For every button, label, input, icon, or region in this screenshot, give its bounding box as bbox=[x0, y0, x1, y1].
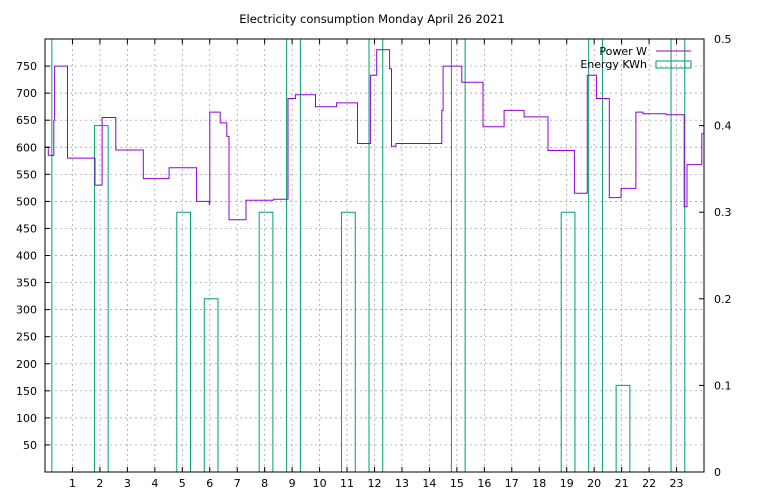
legend-energy-label: Energy KWh bbox=[580, 58, 647, 71]
tick-label-layer: 1 2 3 4 5 6 7 8 9 10 11 12 13 14 15 16 17 18 19 20 21 22 23501… bbox=[16, 33, 732, 490]
x-tick-label: 23 bbox=[670, 477, 684, 490]
x-tick-label: 22 bbox=[642, 477, 656, 490]
y2-tick-label: 0 bbox=[714, 466, 721, 479]
x-tick-label: 8 bbox=[261, 477, 268, 490]
y-tick-label: 600 bbox=[16, 141, 37, 154]
energy-bar bbox=[450, 38, 466, 472]
x-tick-label: 16 bbox=[477, 477, 491, 490]
y-tick-label: 700 bbox=[16, 87, 37, 100]
x-tick-label: 21 bbox=[615, 477, 629, 490]
chart-title: Electricity consumption Monday April 26 … bbox=[239, 12, 504, 26]
x-tick-label: 14 bbox=[422, 477, 436, 490]
x-tick-label: 17 bbox=[505, 477, 519, 490]
x-tick-label: 4 bbox=[151, 477, 158, 490]
x-tick-label: 5 bbox=[179, 477, 186, 490]
y-tick-label: 400 bbox=[16, 250, 37, 263]
x-tick-label: 10 bbox=[313, 477, 327, 490]
x-tick-label: 2 bbox=[96, 477, 103, 490]
y2-tick-label: 0.1 bbox=[714, 379, 732, 392]
x-tick-label: 6 bbox=[206, 477, 213, 490]
y-tick-label: 550 bbox=[16, 168, 37, 181]
x-tick-label: 3 bbox=[124, 477, 131, 490]
y-tick-label: 300 bbox=[16, 304, 37, 317]
legend-power-label: Power W bbox=[599, 45, 647, 58]
energy-bar bbox=[341, 211, 356, 472]
energy-bar bbox=[615, 384, 631, 472]
power-series-layer bbox=[45, 49, 705, 221]
y2-tick-label: 0.4 bbox=[714, 120, 732, 133]
y-tick-label: 150 bbox=[16, 385, 37, 398]
x-tick-label: 13 bbox=[395, 477, 409, 490]
y2-tick-label: 0.2 bbox=[714, 293, 732, 306]
power-step-line bbox=[45, 49, 705, 221]
x-tick-label: 18 bbox=[532, 477, 546, 490]
x-tick-label: 15 bbox=[450, 477, 464, 490]
energy-bar bbox=[560, 211, 576, 472]
energy-bar bbox=[258, 211, 274, 472]
energy-bar bbox=[670, 38, 686, 472]
energy-bar bbox=[93, 125, 109, 472]
y-tick-label: 250 bbox=[16, 331, 37, 344]
legend-energy-swatch bbox=[655, 60, 692, 69]
x-tick-label: 11 bbox=[340, 477, 354, 490]
energy-bar bbox=[286, 38, 301, 472]
grid-layer bbox=[45, 39, 704, 472]
energy-bar bbox=[176, 211, 192, 472]
y-tick-label: 350 bbox=[16, 277, 37, 290]
x-tick-label: 7 bbox=[234, 477, 241, 490]
y-tick-label: 750 bbox=[16, 60, 37, 73]
y2-tick-label: 0.5 bbox=[714, 33, 732, 46]
y-tick-label: 100 bbox=[16, 412, 37, 425]
axis-ticks-layer bbox=[45, 38, 704, 473]
y-tick-label: 650 bbox=[16, 114, 37, 127]
y-tick-label: 500 bbox=[16, 195, 37, 208]
legend: Power W Energy KWh bbox=[580, 45, 692, 71]
energy-bar bbox=[203, 298, 219, 472]
x-tick-label: 1 bbox=[69, 477, 76, 490]
y-tick-label: 450 bbox=[16, 222, 37, 235]
y2-tick-label: 0.3 bbox=[714, 206, 732, 219]
x-tick-label: 9 bbox=[289, 477, 296, 490]
x-tick-label: 12 bbox=[368, 477, 382, 490]
x-tick-label: 20 bbox=[587, 477, 601, 490]
y-tick-label: 200 bbox=[16, 358, 37, 371]
x-tick-label: 19 bbox=[560, 477, 574, 490]
y-tick-label: 50 bbox=[23, 439, 37, 452]
